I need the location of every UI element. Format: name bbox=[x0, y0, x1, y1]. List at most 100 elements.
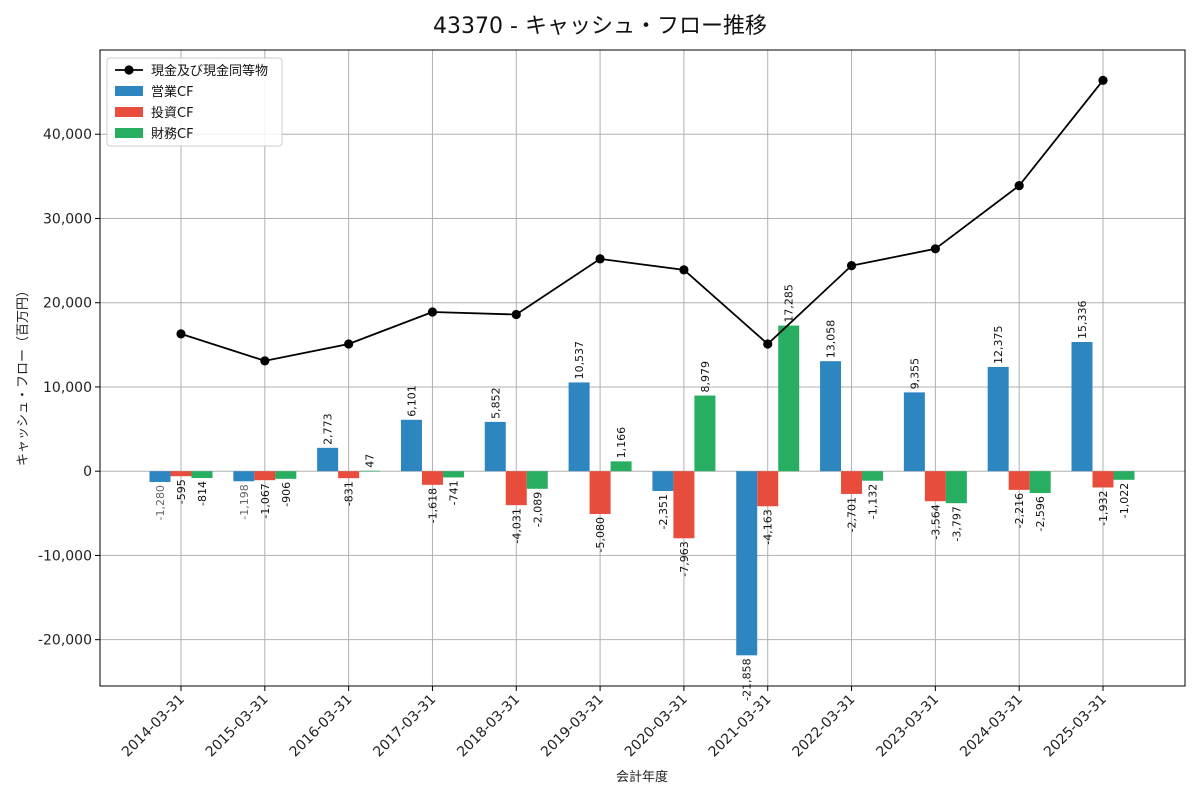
bar-営業CF-2024-03-31 bbox=[987, 366, 1009, 472]
bar-財務CF-2023-03-31 bbox=[945, 471, 967, 504]
legend-swatch-marker bbox=[124, 65, 134, 75]
bar-投資CF-2021-03-31 bbox=[757, 471, 779, 507]
data-label: -7,963 bbox=[678, 541, 691, 576]
bar-投資CF-2022-03-31 bbox=[841, 471, 863, 494]
data-label: -906 bbox=[280, 482, 293, 507]
data-label: 8,979 bbox=[699, 361, 712, 393]
cash-equivalents-line bbox=[180, 79, 1104, 362]
bar-営業CF-2014-03-31 bbox=[149, 471, 171, 482]
cash-point-2015-03-31 bbox=[260, 356, 270, 366]
data-label: 47 bbox=[364, 454, 377, 468]
legend-label: 現金及び現金同等物 bbox=[151, 63, 268, 79]
bar-財務CF-2024-03-31 bbox=[1029, 471, 1051, 494]
y-tick-label: -10,000 bbox=[38, 548, 92, 564]
bar-営業CF-2025-03-31 bbox=[1071, 342, 1093, 472]
data-label: 1,166 bbox=[615, 427, 628, 459]
bar-営業CF-2021-03-31 bbox=[736, 471, 758, 656]
grid-layer bbox=[100, 50, 1185, 686]
data-label: 17,285 bbox=[783, 284, 796, 323]
bar-営業CF-2022-03-31 bbox=[820, 361, 842, 472]
bar-財務CF-2017-03-31 bbox=[442, 471, 464, 478]
bar-財務CF-2022-03-31 bbox=[862, 471, 884, 481]
bar-投資CF-2016-03-31 bbox=[338, 471, 360, 479]
bar-財務CF-2019-03-31 bbox=[610, 461, 632, 472]
cash-point-2023-03-31 bbox=[930, 244, 940, 254]
x-tick-label: 2015-03-31 bbox=[203, 692, 272, 761]
cash-point-2017-03-31 bbox=[427, 307, 438, 317]
bar-投資CF-2020-03-31 bbox=[673, 471, 695, 539]
bar-営業CF-2017-03-31 bbox=[400, 419, 422, 472]
bar-営業CF-2023-03-31 bbox=[903, 392, 925, 472]
x-tick-label: 2020-03-31 bbox=[622, 692, 691, 761]
data-label: 2,773 bbox=[322, 413, 335, 445]
x-tick-label: 2018-03-31 bbox=[454, 692, 523, 761]
data-label: -1,067 bbox=[259, 483, 272, 518]
data-label: -2,596 bbox=[1034, 496, 1047, 531]
x-tick-label: 2024-03-31 bbox=[957, 692, 1026, 761]
line-layer bbox=[176, 75, 1108, 366]
cash-point-2014-03-31 bbox=[176, 329, 186, 339]
legend-label: 営業CF bbox=[151, 84, 194, 100]
y-tick-label: 10,000 bbox=[43, 380, 92, 396]
data-label: 13,058 bbox=[825, 320, 838, 359]
data-label: -5,080 bbox=[594, 517, 607, 552]
legend-swatch-投資CF bbox=[115, 107, 143, 117]
bar-財務CF-2021-03-31 bbox=[778, 325, 800, 472]
data-label: 12,375 bbox=[992, 325, 1005, 364]
cash-point-2021-03-31 bbox=[763, 339, 773, 349]
data-label: -595 bbox=[175, 479, 188, 504]
x-axis-title: 会計年度 bbox=[616, 769, 668, 785]
y-tick-label: 0 bbox=[83, 464, 92, 480]
x-tick-label: 2022-03-31 bbox=[790, 692, 859, 761]
y-tick-label: -20,000 bbox=[38, 633, 92, 649]
bar-投資CF-2019-03-31 bbox=[589, 471, 611, 514]
data-label: -741 bbox=[447, 480, 460, 505]
bar-投資CF-2017-03-31 bbox=[421, 471, 443, 485]
y-tick-label: 20,000 bbox=[43, 296, 92, 312]
cash-point-2022-03-31 bbox=[846, 261, 857, 271]
legend-swatch-営業CF bbox=[115, 86, 143, 96]
bar-財務CF-2020-03-31 bbox=[694, 395, 716, 472]
legend-swatch-財務CF bbox=[115, 128, 143, 138]
data-label: -831 bbox=[343, 481, 356, 506]
legend-label: 財務CF bbox=[151, 127, 194, 142]
bar-投資CF-2014-03-31 bbox=[170, 471, 192, 477]
x-tick-label: 2016-03-31 bbox=[287, 692, 356, 761]
data-label: 9,355 bbox=[908, 358, 921, 390]
x-tick-label: 2017-03-31 bbox=[370, 692, 439, 761]
data-label: -2,701 bbox=[846, 497, 859, 532]
x-tick-label: 2014-03-31 bbox=[119, 692, 188, 761]
bar-営業CF-2018-03-31 bbox=[484, 421, 506, 472]
data-label: 6,101 bbox=[405, 385, 418, 417]
data-label: 15,336 bbox=[1076, 301, 1089, 340]
data-label: -1,280 bbox=[154, 485, 167, 520]
legend-box bbox=[106, 57, 283, 147]
bar-投資CF-2023-03-31 bbox=[924, 471, 946, 502]
data-label: -814 bbox=[196, 481, 209, 506]
bar-layer bbox=[149, 325, 1135, 656]
data-label: 5,852 bbox=[489, 387, 502, 419]
cash-point-2025-03-31 bbox=[1098, 75, 1108, 85]
data-label: -21,858 bbox=[741, 658, 754, 700]
bar-投資CF-2015-03-31 bbox=[254, 471, 276, 481]
x-tick-label: 2023-03-31 bbox=[873, 692, 942, 761]
cash-point-2024-03-31 bbox=[1014, 181, 1024, 191]
cash-point-2020-03-31 bbox=[679, 265, 689, 275]
bar-営業CF-2016-03-31 bbox=[317, 447, 339, 472]
bar-財務CF-2015-03-31 bbox=[275, 471, 297, 479]
y-tick-label: 30,000 bbox=[43, 211, 92, 227]
plot-frame bbox=[99, 49, 1186, 687]
bar-投資CF-2024-03-31 bbox=[1008, 471, 1030, 490]
data-label: -3,564 bbox=[929, 504, 942, 539]
x-tick-label: 2021-03-31 bbox=[706, 692, 775, 761]
cash-point-2019-03-31 bbox=[595, 254, 605, 264]
data-label: -1,932 bbox=[1097, 490, 1110, 525]
data-label: -4,163 bbox=[762, 509, 775, 544]
data-label: -2,351 bbox=[657, 494, 670, 529]
cash-point-2018-03-31 bbox=[511, 309, 521, 320]
bar-投資CF-2025-03-31 bbox=[1092, 471, 1114, 488]
data-label: -1,022 bbox=[1118, 483, 1131, 518]
